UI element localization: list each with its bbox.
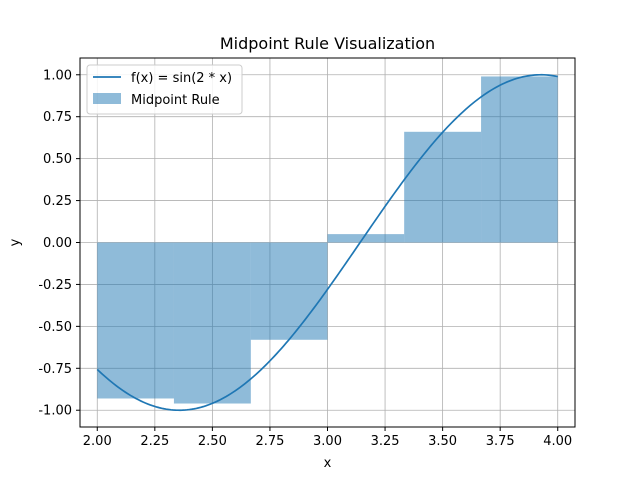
legend-rect-label: Midpoint Rule	[131, 93, 220, 108]
y-tick-label: -0.50	[38, 320, 72, 335]
x-tick-label: 3.25	[371, 434, 400, 449]
midpoint-bar	[327, 234, 405, 243]
midpoint-bar	[250, 242, 328, 340]
legend-box	[86, 64, 243, 115]
y-axis-label: y	[8, 238, 23, 246]
midpoint-rectangles	[97, 76, 558, 404]
chart-title: Midpoint Rule Visualization	[220, 34, 435, 53]
x-axis-label: x	[324, 456, 332, 471]
legend-rect-swatch	[93, 93, 121, 104]
y-tick-label: 1.00	[43, 68, 72, 83]
legend-curve-label: f(x) = sin(2 * x)	[131, 71, 232, 86]
x-tick-label: 3.75	[486, 434, 515, 449]
midpoint-bar	[481, 76, 558, 243]
x-tick-label: 2.75	[255, 434, 284, 449]
y-tick-label: 0.75	[43, 110, 72, 125]
midpoint-bar	[173, 242, 251, 404]
x-tick-label: 3.50	[428, 434, 457, 449]
midpoint-bar	[404, 131, 482, 243]
x-tick-label: 3.00	[313, 434, 342, 449]
y-tick-label: 0.00	[43, 236, 72, 251]
midpoint-bar	[97, 242, 174, 399]
y-tick-label: -1.00	[38, 404, 72, 419]
y-axis-ticks: -1.00 -0.75 -0.50 -0.25 0.00 0.25 0.50 0.75 1.00	[38, 68, 80, 419]
x-tick-label: 2.50	[198, 434, 227, 449]
function-curve	[96, 73, 558, 412]
x-tick-label: 2.00	[83, 434, 112, 449]
x-tick-label: 2.25	[140, 434, 169, 449]
function-curve-line	[96, 73, 558, 412]
y-tick-label: 0.50	[43, 152, 72, 167]
y-tick-label: -0.75	[38, 362, 72, 377]
legend: f(x) = sin(2 * x) Midpoint Rule	[86, 64, 243, 115]
x-tick-label: 4.00	[543, 434, 572, 449]
y-tick-label: -0.25	[38, 278, 72, 293]
x-axis-ticks: 2.00 2.25 2.50 2.75 3.00 3.25 3.50 3.75 4.00	[83, 427, 572, 449]
y-tick-label: 0.25	[43, 194, 72, 209]
